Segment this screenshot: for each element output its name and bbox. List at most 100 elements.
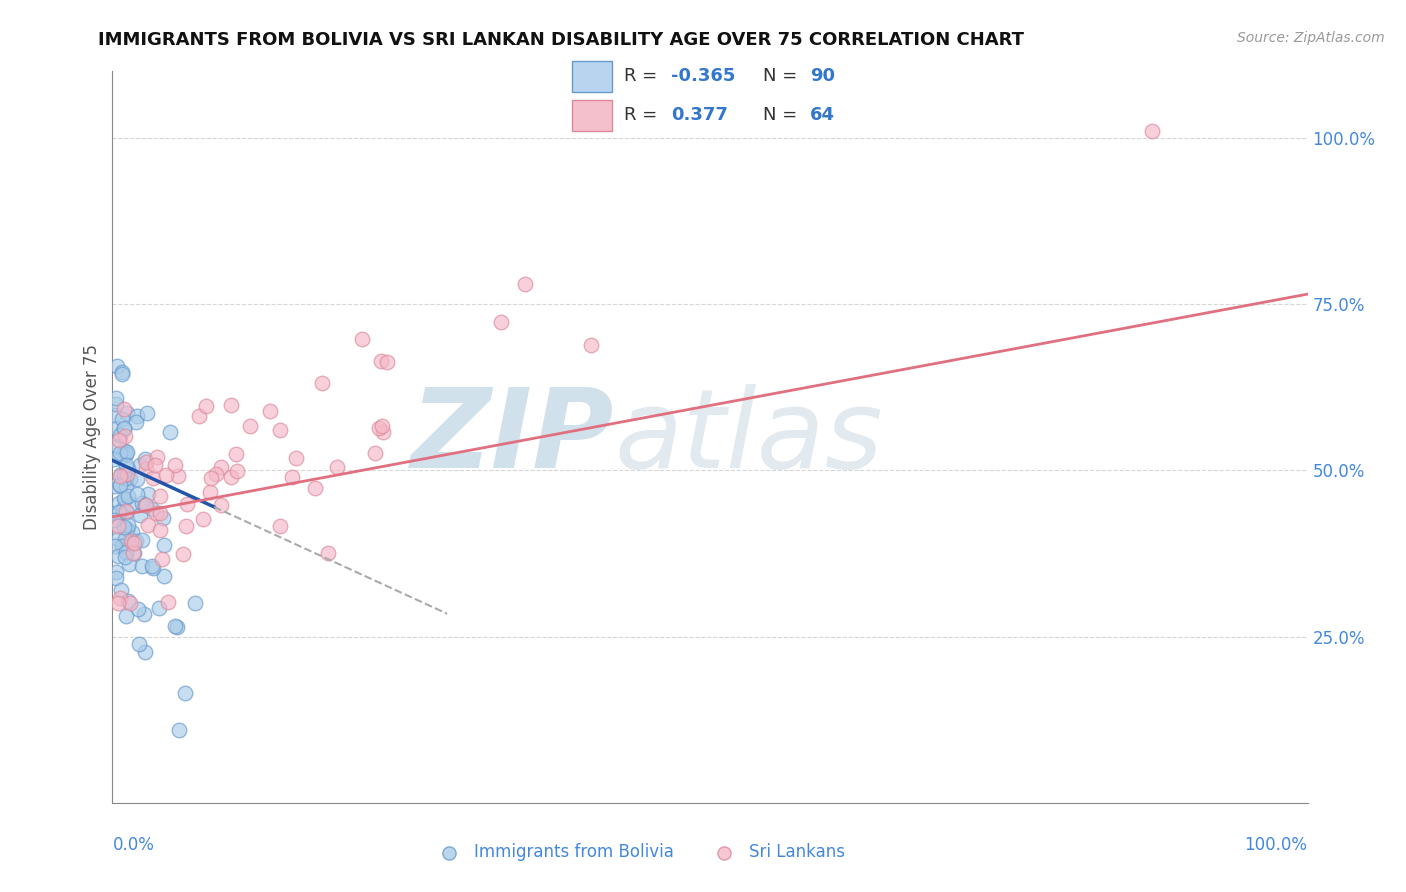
Point: [135, 406, 157, 420]
Point: [108, 496, 131, 510]
Point: [135, 462, 157, 476]
Point: [115, 608, 138, 623]
Point: [114, 467, 136, 482]
Point: [114, 492, 136, 507]
Point: [491, 315, 513, 329]
Point: [159, 425, 181, 440]
Point: [163, 619, 186, 633]
Point: [108, 478, 131, 492]
Point: [115, 445, 138, 459]
Point: [103, 479, 125, 493]
Point: [169, 723, 191, 738]
Point: [114, 429, 136, 443]
Point: [103, 513, 125, 527]
FancyBboxPatch shape: [572, 62, 612, 92]
Point: [117, 406, 139, 420]
Point: [136, 517, 159, 532]
Point: [104, 571, 127, 585]
Point: [110, 367, 132, 381]
Point: [118, 472, 141, 486]
Point: [579, 338, 602, 352]
Point: [107, 596, 129, 610]
Point: [141, 559, 163, 574]
Point: [143, 458, 166, 473]
Point: [172, 547, 194, 561]
Point: [115, 479, 138, 493]
Point: [125, 409, 148, 424]
Point: [225, 464, 247, 478]
Point: [367, 421, 389, 435]
Point: [110, 446, 132, 460]
Point: [219, 470, 242, 484]
Point: [135, 499, 157, 513]
Point: [142, 471, 165, 485]
Point: [375, 354, 398, 368]
Point: [103, 408, 125, 422]
Text: 0.377: 0.377: [671, 106, 727, 124]
Text: IMMIGRANTS FROM BOLIVIA VS SRI LANKAN DISABILITY AGE OVER 75 CORRELATION CHART: IMMIGRANTS FROM BOLIVIA VS SRI LANKAN DI…: [98, 31, 1025, 49]
Point: [155, 467, 177, 482]
Point: [114, 444, 136, 458]
Point: [103, 451, 125, 466]
Point: [117, 506, 139, 520]
FancyBboxPatch shape: [572, 100, 612, 130]
Point: [125, 415, 148, 429]
Point: [131, 533, 153, 547]
Point: [200, 470, 222, 484]
Point: [176, 497, 198, 511]
Point: [112, 491, 135, 505]
Point: [115, 522, 138, 536]
Point: [108, 427, 131, 442]
Point: [149, 507, 172, 521]
Point: [118, 557, 141, 571]
Point: [105, 391, 128, 405]
Point: [128, 637, 150, 651]
Point: [183, 596, 205, 610]
Point: [1142, 124, 1164, 138]
Point: [115, 467, 138, 481]
Point: [269, 423, 291, 437]
Point: [112, 420, 135, 434]
Point: [198, 484, 221, 499]
Point: [115, 545, 138, 559]
Text: 64: 64: [810, 106, 835, 124]
Point: [103, 421, 125, 435]
Point: [111, 539, 134, 553]
Point: [174, 518, 197, 533]
Point: [122, 546, 145, 560]
Point: [108, 505, 131, 519]
Point: [364, 446, 387, 460]
Point: [112, 401, 135, 416]
Point: [149, 489, 172, 503]
Point: [110, 467, 132, 481]
Point: [117, 518, 139, 533]
Point: [112, 422, 135, 436]
Point: [117, 489, 139, 503]
Point: [107, 549, 129, 563]
Point: [124, 534, 146, 549]
Point: [239, 419, 262, 434]
Point: [114, 532, 136, 546]
Point: [108, 591, 131, 606]
Point: [127, 602, 149, 616]
Point: [371, 425, 394, 440]
Point: [211, 499, 233, 513]
Point: [122, 536, 145, 550]
Point: [131, 496, 153, 510]
Point: [110, 478, 132, 492]
Point: [194, 399, 217, 413]
Text: R =: R =: [624, 106, 664, 124]
Point: [281, 470, 304, 484]
Point: [107, 518, 129, 533]
Point: [515, 277, 537, 292]
Point: [156, 595, 179, 609]
Point: [111, 502, 134, 516]
Point: [114, 458, 136, 472]
Point: [120, 498, 142, 512]
Point: [104, 397, 127, 411]
Point: [191, 512, 214, 526]
Point: [371, 418, 394, 433]
Point: [134, 499, 156, 513]
Point: [141, 502, 163, 516]
Point: [128, 508, 150, 522]
